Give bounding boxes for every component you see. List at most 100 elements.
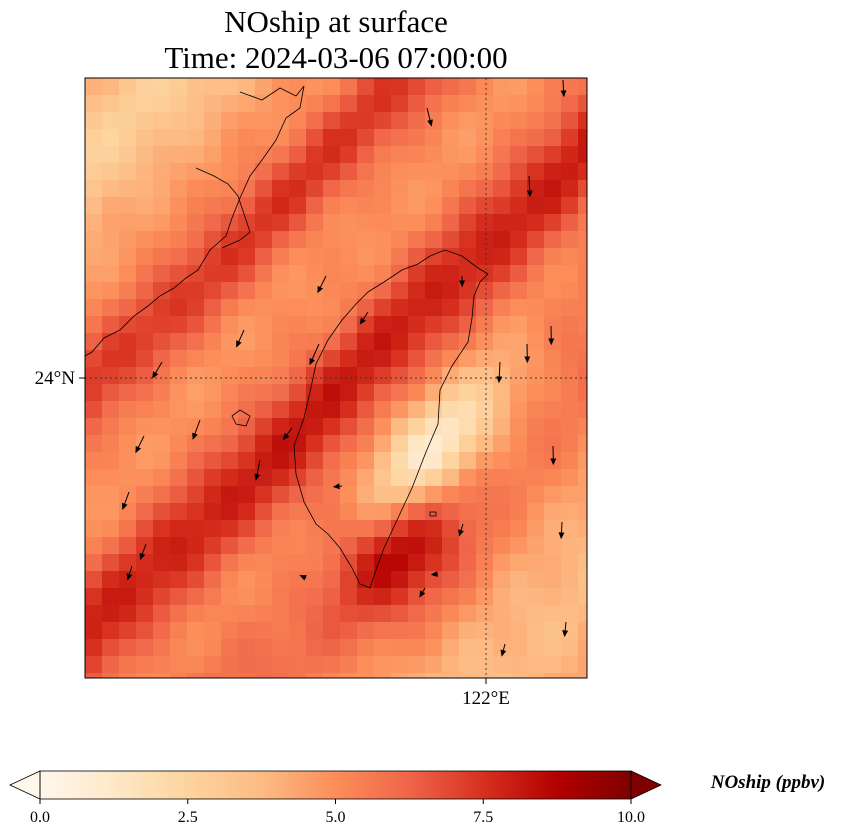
heatmap-cell [340, 214, 358, 232]
heatmap-cell [119, 282, 137, 300]
heatmap-cell [442, 299, 460, 317]
heatmap-cell [187, 231, 205, 249]
heatmap-cell [306, 503, 324, 521]
heatmap-cell [476, 384, 494, 402]
heatmap-cell [425, 486, 443, 504]
heatmap-cell [425, 554, 443, 572]
heatmap-cell [425, 452, 443, 470]
heatmap-cell [153, 588, 171, 606]
heatmap-cell [102, 146, 120, 164]
heatmap-cell [459, 418, 477, 436]
heatmap-cell [306, 418, 324, 436]
heatmap-cell [340, 401, 358, 419]
heatmap-cell [187, 469, 205, 487]
heatmap-cell [527, 231, 545, 249]
heatmap-cell [578, 248, 587, 266]
heatmap-cell [340, 486, 358, 504]
heatmap-cell [408, 384, 426, 402]
heatmap-cell [85, 418, 103, 436]
heatmap-cell [221, 146, 239, 164]
colorbar-label: NOship (ppbv) [710, 772, 826, 793]
heatmap-cell [561, 384, 579, 402]
heatmap-cell [561, 316, 579, 334]
heatmap-cell [561, 537, 579, 555]
heatmap-cell [578, 571, 587, 589]
heatmap-cell [374, 418, 392, 436]
heatmap-cell [425, 180, 443, 198]
heatmap-cell [340, 316, 358, 334]
heatmap-cell [442, 673, 460, 678]
heatmap-cell [442, 639, 460, 657]
heatmap-cell [289, 112, 307, 130]
heatmap-cell [221, 95, 239, 113]
heatmap-cell [561, 367, 579, 385]
heatmap-cell [153, 537, 171, 555]
heatmap-cell [187, 486, 205, 504]
heatmap-cell [204, 469, 222, 487]
heatmap-cell [408, 571, 426, 589]
heatmap-cell [442, 146, 460, 164]
heatmap-cell [527, 95, 545, 113]
heatmap-cell [85, 146, 103, 164]
heatmap-cell [119, 265, 137, 283]
heatmap-cell [578, 520, 587, 538]
chart-title-line-1: NOship at surface [224, 4, 448, 39]
heatmap-cell [204, 265, 222, 283]
heatmap-cell [391, 78, 409, 96]
heatmap-cell [238, 95, 256, 113]
heatmap-cell [102, 265, 120, 283]
heatmap-cell [510, 367, 528, 385]
heatmap-cell [561, 299, 579, 317]
heatmap-cell [476, 350, 494, 368]
heatmap-cell [85, 197, 103, 215]
heatmap-cell [391, 622, 409, 640]
heatmap-cell [357, 316, 375, 334]
heatmap-cell [153, 299, 171, 317]
heatmap-cell [527, 418, 545, 436]
heatmap-cell [255, 486, 273, 504]
heatmap-cell [187, 350, 205, 368]
heatmap-cell [102, 316, 120, 334]
wind-arrow-head [236, 340, 242, 348]
heatmap-cell [323, 486, 341, 504]
heatmap-cell [119, 197, 137, 215]
heatmap-cell [204, 231, 222, 249]
heatmap-cell [425, 316, 443, 334]
heatmap-cell [357, 129, 375, 147]
heatmap-cell [136, 418, 154, 436]
heatmap-cell [187, 605, 205, 623]
heatmap-cell [119, 163, 137, 181]
heatmap-cell [391, 469, 409, 487]
heatmap-cell [374, 503, 392, 521]
heatmap-cell [187, 265, 205, 283]
heatmap-cell [153, 435, 171, 453]
heatmap-cell [561, 486, 579, 504]
heatmap-cell [340, 622, 358, 640]
heatmap-cell [272, 571, 290, 589]
heatmap-cell [306, 231, 324, 249]
heatmap-cell [391, 554, 409, 572]
wind-arrow-head [524, 356, 531, 364]
heatmap-cell [102, 112, 120, 130]
heatmap-cell [272, 129, 290, 147]
gridlines [85, 78, 587, 678]
heatmap-cell [85, 554, 103, 572]
heatmap-cell [136, 673, 154, 678]
heatmap-cell [493, 367, 511, 385]
heatmap-cell [204, 214, 222, 232]
heatmap-cell [170, 622, 188, 640]
heatmap-cell [442, 333, 460, 351]
heatmap-cell [442, 95, 460, 113]
heatmap-cell [306, 299, 324, 317]
heatmap-cell [425, 248, 443, 266]
heatmap-cell [578, 367, 587, 385]
heatmap-cell [340, 639, 358, 657]
heatmap-cell [442, 129, 460, 147]
heatmap-cell [527, 639, 545, 657]
heatmap-cell [459, 248, 477, 266]
heatmap-cell [323, 299, 341, 317]
heatmap-cell [493, 180, 511, 198]
heatmap-cell [102, 571, 120, 589]
heatmap-cell [578, 265, 587, 283]
heatmap-cell [187, 418, 205, 436]
